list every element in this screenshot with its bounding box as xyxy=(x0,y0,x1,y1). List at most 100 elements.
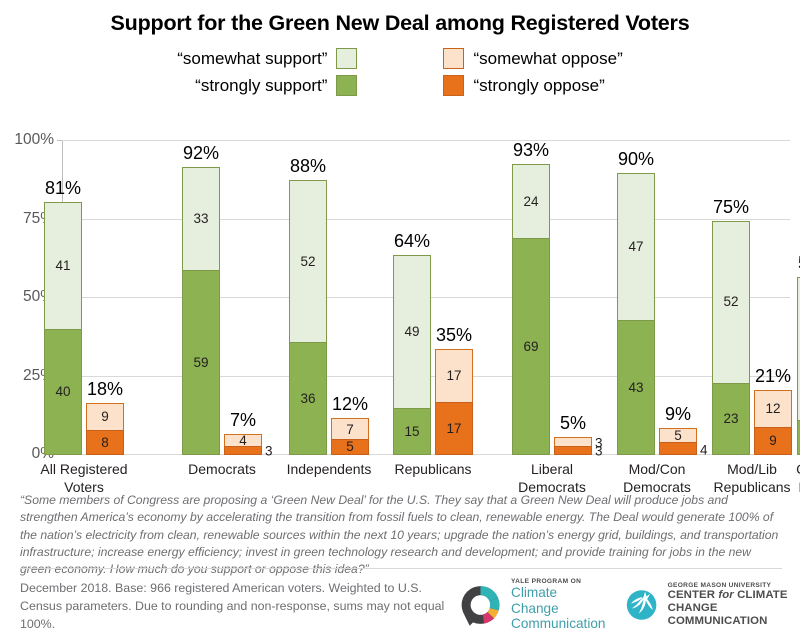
segment-value-label: 33 xyxy=(193,211,209,227)
gridline xyxy=(62,218,790,220)
bar-pair: 41 40 81% 9 8 18% xyxy=(44,140,124,455)
x-axis-category-label: ConservativeRepublicans xyxy=(796,461,800,496)
oppose-bar[interactable]: 7 5 12% xyxy=(331,394,369,455)
segment-strongly-oppose[interactable]: 3 xyxy=(224,444,273,459)
segment-value-label: 9 xyxy=(769,433,777,449)
bar-group: 33 59 92% 4 3 7% Democrats xyxy=(182,140,273,477)
support-bar[interactable]: 24 69 93% xyxy=(512,140,550,455)
segment-value-label: 40 xyxy=(55,384,71,400)
segment-value-label: 47 xyxy=(628,239,644,255)
segment-strongly-oppose[interactable]: 5 xyxy=(331,439,369,455)
gmu-logo: GEORGE MASON UNIVERSITY CENTER for CLIMA… xyxy=(624,582,800,628)
bar-group: 461157%212242%ConservativeRepublicans xyxy=(796,140,800,495)
segment-somewhat-oppose[interactable]: 12 xyxy=(754,390,792,428)
legend-label-somewhat-support: “somewhat support” xyxy=(177,48,328,68)
legend-swatch-somewhat-oppose xyxy=(443,48,465,69)
oppose-bar[interactable]: 3 3 5% xyxy=(554,413,603,459)
x-axis-label-line: Republicans xyxy=(796,479,800,497)
segment-somewhat-oppose[interactable]: 4 xyxy=(224,434,262,447)
segment-value-label: 24 xyxy=(523,193,539,209)
legend-column-oppose: “somewhat oppose” “strongly oppose” xyxy=(443,48,623,96)
oppose-bar[interactable]: 12 9 21% xyxy=(754,366,792,455)
support-bar[interactable]: 461157% xyxy=(797,253,800,455)
bar-total-label: 12% xyxy=(331,394,369,415)
gmu-logo-text: GEORGE MASON UNIVERSITY CENTER for CLIMA… xyxy=(668,582,800,628)
segment-somewhat-support[interactable]: 52 xyxy=(712,220,750,384)
support-bar[interactable]: 41 40 81% xyxy=(44,178,82,455)
support-bar[interactable]: 52 23 75% xyxy=(712,197,750,455)
segment-somewhat-support[interactable]: 24 xyxy=(512,163,550,240)
bar-pair: 49 15 64% 17 17 35% xyxy=(393,140,473,455)
yale-logo-line2: Communication xyxy=(511,615,606,631)
yale-logo-line1: Climate Change xyxy=(511,585,559,616)
segment-somewhat-oppose[interactable]: 9 xyxy=(86,402,124,431)
y-axis-tick-mark xyxy=(57,140,62,141)
segment-somewhat-oppose[interactable]: 17 xyxy=(435,349,473,403)
segment-strongly-support[interactable]: 40 xyxy=(44,329,82,455)
segment-strongly-support[interactable]: 15 xyxy=(393,407,431,455)
segment-strongly-support[interactable]: 23 xyxy=(712,382,750,455)
segment-somewhat-support[interactable]: 49 xyxy=(393,255,431,409)
gmu-center-word: CENTER xyxy=(667,589,719,602)
segment-somewhat-oppose[interactable]: 5 xyxy=(659,427,697,444)
segment-somewhat-support[interactable]: 33 xyxy=(182,167,220,271)
oppose-bar[interactable]: 9 8 18% xyxy=(86,379,124,455)
segment-strongly-support[interactable]: 11 xyxy=(797,420,800,455)
bar-pair: 33 59 92% 4 3 7% xyxy=(182,140,273,459)
segment-strongly-oppose[interactable]: 8 xyxy=(86,429,124,455)
legend-item-strongly-support: “strongly support” xyxy=(195,75,358,96)
segment-value-label: 59 xyxy=(193,354,209,370)
x-axis-label-line: Democrats xyxy=(518,478,586,495)
x-axis-label-line: Mod/Con xyxy=(628,461,686,477)
segment-somewhat-support[interactable]: 47 xyxy=(617,173,655,321)
gmu-starburst-icon xyxy=(627,589,657,620)
footer-divider xyxy=(20,568,782,569)
plot-area: 0% 25% 50% 75% 100% 41 40 81% 9 8 18% All Register… xyxy=(14,131,800,495)
segment-strongly-oppose[interactable]: 3 xyxy=(554,444,603,459)
x-axis-category-label: Republicans xyxy=(394,461,471,479)
yale-logo-sup: YALE PROGRAM ON xyxy=(511,578,582,585)
support-bar[interactable]: 47 43 90% xyxy=(617,149,655,455)
yale-speech-bubble-icon xyxy=(461,585,500,626)
support-bar[interactable]: 49 15 64% xyxy=(393,231,431,455)
segment-value-label: 3 xyxy=(595,443,603,459)
segment-strongly-support[interactable]: 59 xyxy=(182,269,220,455)
oppose-bar[interactable]: 5 4 9% xyxy=(659,404,708,457)
gmu-logo-line2: COMMUNICATION xyxy=(667,614,768,627)
legend-swatch-strongly-support xyxy=(336,75,358,96)
bar-total-label: 9% xyxy=(664,403,692,424)
segment-strongly-oppose[interactable]: 4 xyxy=(659,442,708,457)
segment-value-label: 4 xyxy=(239,432,247,448)
bar-total-label: 92% xyxy=(182,143,220,164)
segment-value-label: 43 xyxy=(628,379,644,395)
segment-strongly-oppose[interactable]: 17 xyxy=(435,401,473,455)
methodology-credit: December 2018. Base: 966 registered Amer… xyxy=(20,581,445,631)
support-bar[interactable]: 52 36 88% xyxy=(289,156,327,455)
gmu-for-word: for xyxy=(718,589,734,602)
x-axis-category-label: Independents xyxy=(287,461,372,479)
x-axis-category-label: Liberal Democrats xyxy=(518,461,586,496)
segment-strongly-support[interactable]: 43 xyxy=(617,319,655,455)
yale-logo-text: YALE PROGRAM ON Climate Change Communica… xyxy=(511,578,606,631)
bar-total-label: 93% xyxy=(512,139,550,160)
segment-somewhat-oppose[interactable]: 7 xyxy=(331,418,369,441)
x-axis-category-label: Democrats xyxy=(188,461,256,479)
legend-label-strongly-oppose: “strongly oppose” xyxy=(473,75,605,95)
segment-somewhat-support[interactable]: 52 xyxy=(289,179,327,343)
gmu-climate-change-words: CLIMATE CHANGE xyxy=(667,589,788,614)
segment-value-label: 9 xyxy=(101,409,109,425)
segment-value-label: 15 xyxy=(404,423,420,439)
segment-strongly-support[interactable]: 36 xyxy=(289,341,327,455)
support-bar[interactable]: 33 59 92% xyxy=(182,143,220,455)
x-axis-label-line: Voters xyxy=(64,478,104,495)
x-axis-label-line: Mod/Lib xyxy=(727,461,777,477)
yale-logo: YALE PROGRAM ON Climate Change Communica… xyxy=(458,578,606,631)
segment-somewhat-support[interactable]: 41 xyxy=(44,201,82,331)
legend-label-strongly-support: “strongly support” xyxy=(195,75,328,95)
segment-strongly-support[interactable]: 69 xyxy=(512,238,550,455)
legend-item-somewhat-support: “somewhat support” xyxy=(177,48,358,69)
oppose-bar[interactable]: 4 3 7% xyxy=(224,410,273,459)
segment-strongly-oppose[interactable]: 9 xyxy=(754,426,792,455)
page-title: Support for the Green New Deal among Reg… xyxy=(110,11,690,35)
oppose-bar[interactable]: 17 17 35% xyxy=(435,325,473,455)
